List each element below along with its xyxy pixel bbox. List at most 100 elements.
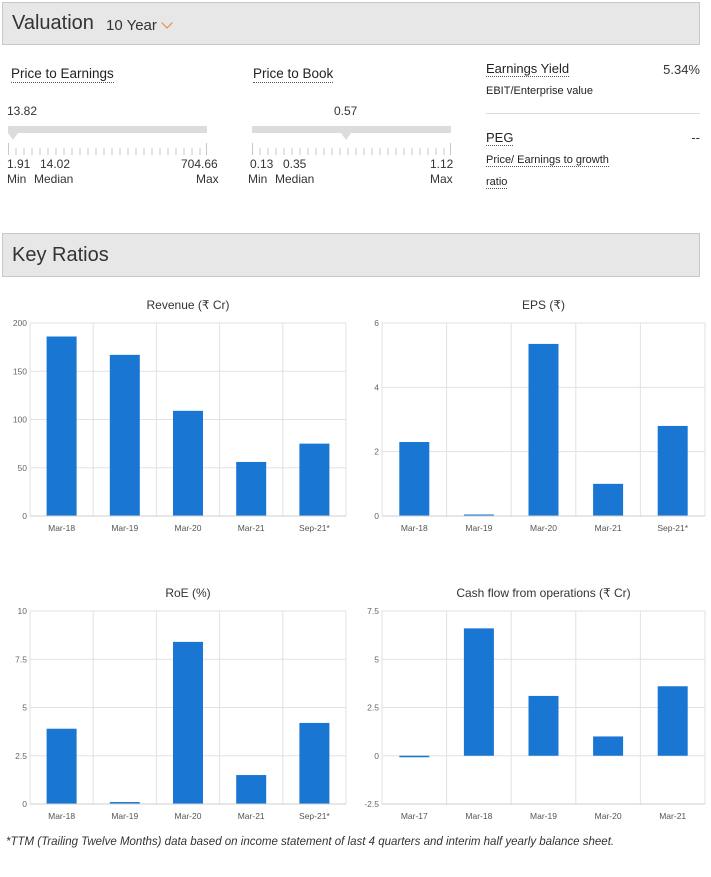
x-tick-label: Mar-21 bbox=[238, 811, 265, 821]
eps-chart: EPS (₹) 0 2 4 6 Mar-18 Mar-19 Mar-20 Mar-21 Sep-2… bbox=[374, 298, 706, 533]
bar[interactable] bbox=[399, 755, 430, 758]
earnings-yield-title[interactable]: Earnings Yield bbox=[486, 61, 570, 77]
pb-max-value: 1.12 bbox=[430, 157, 454, 171]
valuation-header: Valuation 10 Year bbox=[2, 2, 700, 45]
bar[interactable] bbox=[236, 461, 267, 516]
y-tick-label: 2 bbox=[374, 447, 379, 457]
pe-scale-ticks bbox=[8, 143, 207, 155]
peg-value: -- bbox=[691, 130, 700, 145]
cashflow-chart: Cash flow from operations (₹ Cr) -2.5 0 2.5… bbox=[364, 586, 706, 821]
y-tick-label: 7.5 bbox=[367, 606, 379, 616]
bar[interactable] bbox=[593, 483, 624, 516]
x-tick-label: Mar-17 bbox=[401, 811, 428, 821]
x-tick-label: Mar-19 bbox=[530, 811, 557, 821]
key-ratios-title: Key Ratios bbox=[12, 244, 109, 266]
x-tick-label: Sep-21* bbox=[299, 523, 330, 533]
y-tick-label: 2.5 bbox=[15, 751, 27, 761]
y-tick-label: 2.5 bbox=[367, 703, 379, 713]
earnings-yield-description: EBIT/Enterprise value bbox=[486, 85, 593, 97]
pb-title[interactable]: Price to Book bbox=[253, 66, 334, 83]
bar[interactable] bbox=[236, 775, 267, 804]
bar[interactable] bbox=[46, 336, 77, 516]
pb-median-value: 0.35 bbox=[283, 157, 307, 171]
x-tick-label: Mar-19 bbox=[111, 523, 138, 533]
x-tick-label: Sep-21* bbox=[299, 811, 330, 821]
y-tick-label: 100 bbox=[13, 415, 27, 425]
bar[interactable] bbox=[463, 514, 494, 517]
chart-title: RoE (%) bbox=[165, 586, 210, 600]
earnings-yield-value: 5.34% bbox=[663, 62, 700, 77]
y-tick-label: 4 bbox=[374, 382, 379, 392]
revenue-chart: Revenue (₹ Cr) 0 50 100 150 200 Mar-18 Mar-19 Ma… bbox=[13, 298, 347, 533]
bar[interactable] bbox=[46, 728, 77, 804]
bar[interactable] bbox=[528, 343, 559, 516]
peg-description-line2: ratio bbox=[486, 176, 508, 189]
pb-slider-track bbox=[252, 126, 451, 133]
bar[interactable] bbox=[463, 628, 494, 756]
chart-title: Revenue (₹ Cr) bbox=[147, 298, 230, 312]
x-tick-label: Mar-21 bbox=[238, 523, 265, 533]
pe-current-value: 13.82 bbox=[7, 104, 38, 118]
bar[interactable] bbox=[657, 425, 688, 516]
bar[interactable] bbox=[109, 802, 140, 804]
bar[interactable] bbox=[299, 443, 330, 516]
y-tick-label: 150 bbox=[13, 366, 27, 376]
pb-current-marker bbox=[341, 133, 351, 140]
peg-description-line1: Price/ Earnings to growth bbox=[486, 154, 609, 167]
x-tick-label: Mar-20 bbox=[175, 523, 202, 533]
y-tick-label: 5 bbox=[374, 654, 379, 664]
y-tick-label: 7.5 bbox=[15, 654, 27, 664]
bar[interactable] bbox=[299, 722, 330, 804]
x-tick-label: Sep-21* bbox=[657, 523, 688, 533]
peg-description: Price/ Earnings to growth ratio bbox=[486, 149, 609, 193]
pe-min-label: Min bbox=[7, 172, 27, 186]
range-dropdown[interactable]: 10 Year bbox=[106, 17, 173, 34]
pe-max-label: Max bbox=[196, 172, 219, 186]
bar[interactable] bbox=[528, 695, 559, 756]
ttm-footnote: *TTM (Trailing Twelve Months) data based… bbox=[6, 836, 615, 848]
y-tick-label: -2.5 bbox=[364, 799, 379, 809]
pe-max-value: 704.66 bbox=[181, 157, 218, 171]
y-tick-label: 5 bbox=[22, 703, 27, 713]
x-tick-label: Mar-19 bbox=[465, 523, 492, 533]
x-tick-label: Mar-18 bbox=[48, 523, 75, 533]
valuation-title: Valuation bbox=[12, 12, 94, 34]
chart-title: Cash flow from operations (₹ Cr) bbox=[456, 586, 630, 600]
x-tick-label: Mar-19 bbox=[111, 811, 138, 821]
bar[interactable] bbox=[173, 641, 203, 804]
x-tick-label: Mar-21 bbox=[595, 523, 622, 533]
pe-median-value: 14.02 bbox=[40, 157, 71, 171]
x-tick-label: Mar-20 bbox=[595, 811, 622, 821]
pb-max-label: Max bbox=[430, 172, 453, 186]
bar[interactable] bbox=[109, 354, 140, 516]
bar[interactable] bbox=[173, 410, 203, 516]
pe-current-marker bbox=[8, 133, 18, 140]
pb-min-value: 0.13 bbox=[250, 157, 274, 171]
y-tick-label: 50 bbox=[18, 463, 28, 473]
y-tick-label: 6 bbox=[374, 318, 379, 328]
bar[interactable] bbox=[657, 686, 688, 756]
pb-current-value: 0.57 bbox=[334, 104, 358, 118]
x-tick-label: Mar-18 bbox=[48, 811, 75, 821]
pe-min-value: 1.91 bbox=[7, 157, 31, 171]
pb-scale-ticks bbox=[252, 143, 451, 155]
pb-median-label: Median bbox=[275, 172, 315, 186]
peg-title[interactable]: PEG bbox=[486, 130, 514, 146]
key-ratios-header: Key Ratios bbox=[2, 233, 700, 277]
pb-min-label: Min bbox=[248, 172, 268, 186]
y-tick-label: 200 bbox=[13, 318, 27, 328]
range-dropdown-label: 10 Year bbox=[106, 17, 157, 34]
chart-title: EPS (₹) bbox=[522, 298, 565, 312]
x-tick-label: Mar-20 bbox=[530, 523, 557, 533]
pe-median-label: Median bbox=[34, 172, 74, 186]
pe-title[interactable]: Price to Earnings bbox=[11, 66, 114, 83]
x-tick-label: Mar-18 bbox=[401, 523, 428, 533]
bar[interactable] bbox=[399, 442, 430, 516]
bar[interactable] bbox=[593, 736, 624, 756]
x-tick-label: Mar-18 bbox=[465, 811, 492, 821]
roe-chart: RoE (%) 0 2.5 5 7.5 10 Mar-18 Mar-19 Mar-20 Mar-2… bbox=[15, 586, 347, 821]
y-tick-label: 10 bbox=[18, 606, 28, 616]
pe-slider-track bbox=[8, 126, 207, 133]
metrics-divider bbox=[486, 113, 700, 114]
chevron-down-icon[interactable] bbox=[161, 17, 173, 29]
